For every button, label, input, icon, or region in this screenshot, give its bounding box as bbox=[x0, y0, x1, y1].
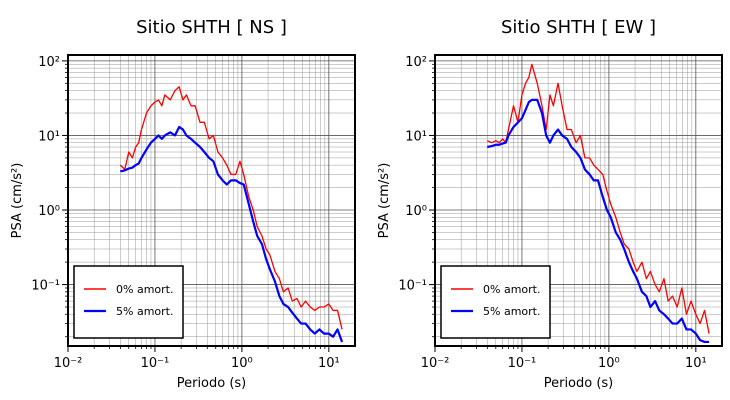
legend-box bbox=[73, 265, 184, 339]
x-tick-label: 10⁻² bbox=[421, 356, 450, 371]
series-line bbox=[487, 63, 710, 334]
plot-frame bbox=[434, 54, 723, 347]
plot-frame bbox=[67, 54, 356, 347]
x-tick-label: 10¹ bbox=[318, 356, 340, 371]
x-axis-label: Periodo (s) bbox=[177, 376, 247, 391]
x-tick-label: 10¹ bbox=[685, 356, 707, 371]
legend-label: 0% amort. bbox=[116, 283, 173, 296]
legend-label: 5% amort. bbox=[116, 305, 173, 318]
y-tick-label: 10¹ bbox=[405, 129, 427, 144]
legend-box bbox=[440, 265, 551, 339]
y-tick-label: 10⁻¹ bbox=[31, 279, 60, 294]
y-tick-label: 10² bbox=[38, 55, 60, 70]
x-tick-label: 10⁻¹ bbox=[141, 356, 170, 371]
x-axis-label: Periodo (s) bbox=[544, 376, 614, 391]
x-tick-label: 10⁻² bbox=[54, 356, 83, 371]
legend-label: 5% amort. bbox=[483, 305, 540, 318]
y-axis-label: PSA (cm/s²) bbox=[377, 163, 392, 239]
legend: 0% amort. 5% amort. bbox=[73, 265, 184, 339]
series-line bbox=[487, 98, 710, 344]
legend: 0% amort. 5% amort. bbox=[440, 265, 551, 339]
y-tick-label: 10⁻¹ bbox=[398, 279, 427, 294]
y-tick-label: 10⁰ bbox=[38, 204, 60, 219]
y-tick-label: 10¹ bbox=[38, 129, 60, 144]
y-tick-label: 10² bbox=[405, 55, 427, 70]
chart-title: Sitio SHTH [ NS ] bbox=[136, 17, 287, 38]
chart-title: Sitio SHTH [ EW ] bbox=[501, 17, 656, 38]
legend-label: 0% amort. bbox=[483, 283, 540, 296]
x-tick-label: 10⁰ bbox=[598, 356, 620, 371]
x-tick-label: 10⁰ bbox=[231, 356, 253, 371]
series-line bbox=[120, 125, 344, 343]
series-line bbox=[119, 86, 343, 330]
y-tick-label: 10⁰ bbox=[405, 204, 427, 219]
x-tick-label: 10⁻¹ bbox=[508, 356, 537, 371]
y-axis-label: PSA (cm/s²) bbox=[10, 163, 25, 239]
